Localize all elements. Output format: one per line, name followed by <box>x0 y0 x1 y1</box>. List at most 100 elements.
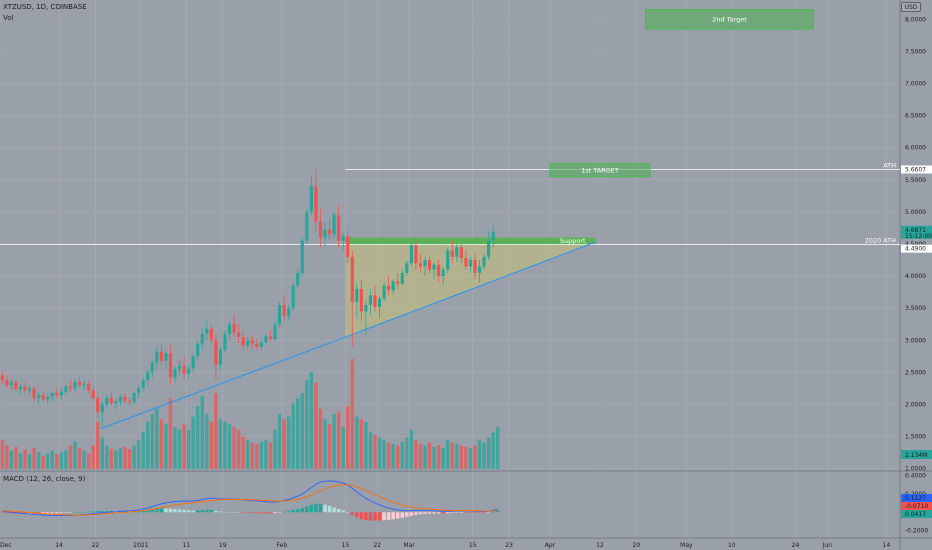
candle-body <box>455 247 459 257</box>
macd-histogram-bar <box>150 509 154 513</box>
macd-histogram-bar <box>350 512 354 516</box>
macd-histogram-bar <box>482 512 486 513</box>
volume-bar <box>200 395 204 469</box>
candle-body <box>168 353 173 378</box>
ath-label: ATH <box>883 161 896 169</box>
candle-body <box>5 380 9 386</box>
macd-histogram-bar <box>223 511 227 513</box>
macd-histogram-bar <box>441 512 445 514</box>
macd-badge-bg <box>901 494 932 502</box>
volume-bar <box>0 440 4 469</box>
candle-body <box>437 264 441 277</box>
volume-bar <box>236 429 241 469</box>
volume-bar <box>391 443 395 469</box>
candle-body <box>396 281 400 284</box>
macd-histogram-bar <box>68 512 73 513</box>
current-price-badge-bg <box>901 225 932 239</box>
time-tick-label: 14 <box>883 542 891 549</box>
volume-bar <box>418 443 423 469</box>
volume-bar <box>377 437 382 469</box>
volume-bar <box>314 382 318 469</box>
volume-bar <box>350 359 354 469</box>
candle-body <box>46 396 50 400</box>
macd-histogram-bar <box>136 511 141 513</box>
volume-bar <box>323 419 327 469</box>
currency-button[interactable]: USD <box>901 2 921 12</box>
candle-body <box>318 221 323 238</box>
macd-signal-line <box>2 484 498 516</box>
volume-bar <box>146 421 150 469</box>
price-tick-label: 4.5000 <box>905 241 926 248</box>
macd-histogram-bar <box>23 512 27 514</box>
volume-bar <box>127 449 132 469</box>
time-tick-label: 10 <box>728 542 736 549</box>
volume-bar <box>305 379 309 469</box>
macd-histogram-bar <box>436 512 441 514</box>
candle-body <box>282 304 286 316</box>
volume-badge: 2.134M <box>905 452 927 459</box>
macd-badge: -0.0710 <box>905 503 928 510</box>
macd-histogram-bar <box>291 509 295 513</box>
volume-bar <box>150 414 154 469</box>
macd-histogram-bar <box>191 510 195 513</box>
volume-bar <box>14 447 18 469</box>
price-tick-label: 4.0000 <box>905 273 926 280</box>
candle-body <box>73 382 77 389</box>
candle-body <box>423 260 427 267</box>
symbol-label: XTZUSD, 1D, COINBASE <box>3 3 87 11</box>
time-tick-label: 24 <box>792 542 800 549</box>
volume-bar <box>182 424 186 469</box>
macd-histogram-bar <box>486 512 491 513</box>
volume-bar <box>186 429 191 469</box>
volume-bar <box>477 440 482 469</box>
macd-histogram-bar <box>359 512 364 520</box>
candle-body <box>364 304 368 312</box>
candle-body <box>309 186 313 212</box>
ath-2020-price-badge: 4.4900 <box>905 246 926 253</box>
volume-bar <box>196 406 200 469</box>
macd-histogram-bar <box>400 512 404 518</box>
volume-bar <box>214 393 218 469</box>
volume-bar <box>268 442 273 469</box>
macd-histogram-bar <box>205 509 209 513</box>
macd-histogram-bar <box>309 504 314 513</box>
volume-bar <box>446 440 450 469</box>
macd-histogram-bar <box>450 512 454 513</box>
volume-bar <box>382 440 386 469</box>
candle-body <box>414 245 418 264</box>
macd-histogram-bar <box>86 511 91 513</box>
volume-bar <box>259 441 264 469</box>
candle-body <box>100 404 104 413</box>
macd-histogram-bar <box>232 512 236 513</box>
macd-histogram-bar <box>246 512 250 513</box>
ascending-trendline <box>99 241 596 430</box>
macd-histogram-bar <box>373 512 377 521</box>
volume-bar <box>491 432 495 469</box>
volume-bar <box>264 440 268 469</box>
time-tick-label: Dec <box>0 542 12 549</box>
candle-body <box>164 353 168 361</box>
macd-histogram-bar <box>264 512 268 514</box>
macd-histogram-bar <box>41 512 45 514</box>
volume-bar <box>177 429 182 469</box>
time-tick-label: 11 <box>183 542 191 549</box>
volume-bar <box>427 442 432 469</box>
macd-histogram-bar <box>286 511 291 513</box>
macd-histogram-bar <box>96 511 100 513</box>
countdown-badge: 15:12:00 <box>905 233 932 240</box>
candle-body <box>487 240 491 257</box>
volume-bar <box>373 434 377 469</box>
volume-bar <box>36 451 41 469</box>
price-tick-label: 5.0000 <box>905 209 926 216</box>
macd-histogram-bar <box>164 508 168 513</box>
volume-bar <box>414 440 418 469</box>
candle-body <box>55 392 59 396</box>
candle-body <box>418 263 423 267</box>
macd-histogram-bar <box>377 512 382 521</box>
candle-body <box>255 343 259 347</box>
candle-body <box>346 236 350 257</box>
price-tick-label: 1.0000 <box>905 466 926 473</box>
volume-bar <box>164 424 168 469</box>
macd-histogram-bar <box>300 507 304 513</box>
